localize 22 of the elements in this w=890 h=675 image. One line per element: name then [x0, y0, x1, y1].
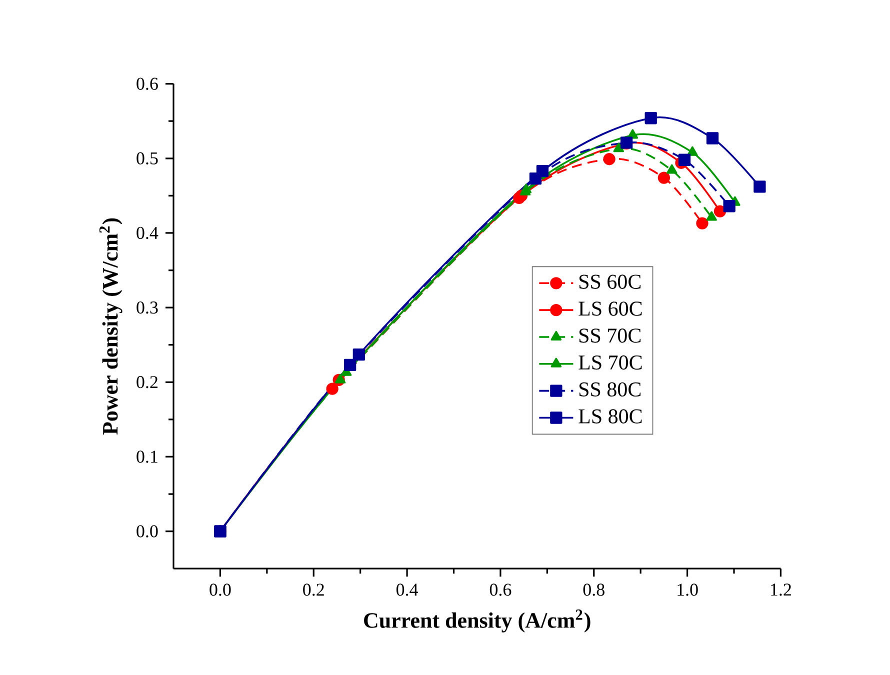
x-tick-label: 0.0	[210, 584, 231, 596]
y-tick-label: 0.0	[136, 525, 158, 538]
x-tick-label: 0.6	[490, 584, 512, 596]
legend-label: SS 80C	[579, 382, 641, 397]
y-tick-label: 0.5	[136, 152, 158, 164]
x-tick-label: 1.2	[771, 584, 791, 596]
legend-label: LS 70C	[578, 355, 642, 370]
legend-label: SS 60C	[579, 274, 641, 289]
y-tick-label: 0.6	[136, 78, 158, 90]
legend-label: LS 80C	[578, 409, 642, 424]
y-tick-label: 0.2	[136, 376, 158, 388]
y-tick-label: 0.3	[136, 301, 158, 314]
legend-label: SS 70C	[579, 328, 641, 343]
x-tick-label: 0.4	[396, 584, 418, 596]
y-tick-label: 0.1	[136, 450, 158, 463]
x-axis-title: Current density (A/cm$^{2}$)	[364, 610, 590, 632]
y-axis-title: Power density (W/cm$^{2}$)	[99, 218, 122, 435]
x-tick-label: 0.2	[303, 584, 324, 596]
y-tick-label: 0.4	[136, 226, 158, 240]
x-tick-label: 1.0	[678, 584, 698, 596]
legend-label: LS 60C	[578, 302, 642, 316]
x-tick-label: 0.8	[583, 584, 604, 596]
